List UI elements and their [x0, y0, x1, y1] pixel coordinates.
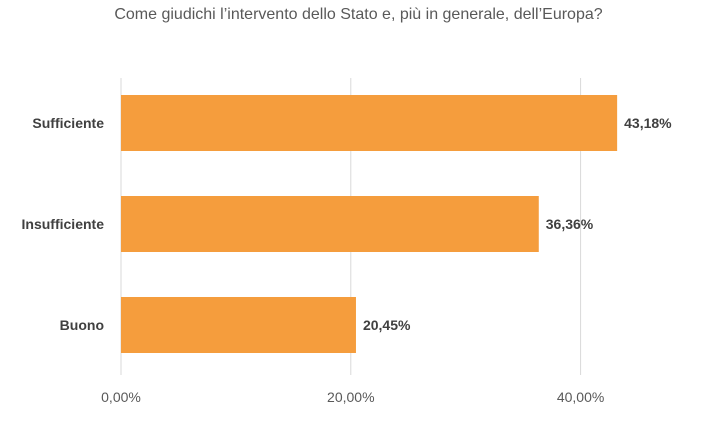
- data-label: 20,45%: [363, 317, 411, 333]
- chart-title: Come giudichi l’intervento dello Stato e…: [114, 6, 603, 23]
- category-label: Buono: [60, 317, 104, 333]
- category-label: Sufficiente: [32, 115, 104, 131]
- bar-sufficiente: [121, 95, 618, 151]
- bar-buono: [121, 297, 356, 353]
- x-tick-label: 20,00%: [327, 389, 374, 405]
- x-tick-label: 0,00%: [101, 389, 141, 405]
- bars: [121, 95, 618, 353]
- category-labels: Sufficiente Insufficiente Buono: [22, 115, 105, 333]
- x-axis-ticks: 0,00% 20,00% 40,00%: [101, 389, 604, 405]
- bar-insufficiente: [121, 196, 539, 252]
- x-tick-label: 40,00%: [557, 389, 604, 405]
- data-label: 36,36%: [546, 216, 594, 232]
- data-label: 43,18%: [624, 115, 672, 131]
- category-label: Insufficiente: [22, 216, 105, 232]
- data-labels: 43,18% 36,36% 20,45%: [363, 115, 672, 333]
